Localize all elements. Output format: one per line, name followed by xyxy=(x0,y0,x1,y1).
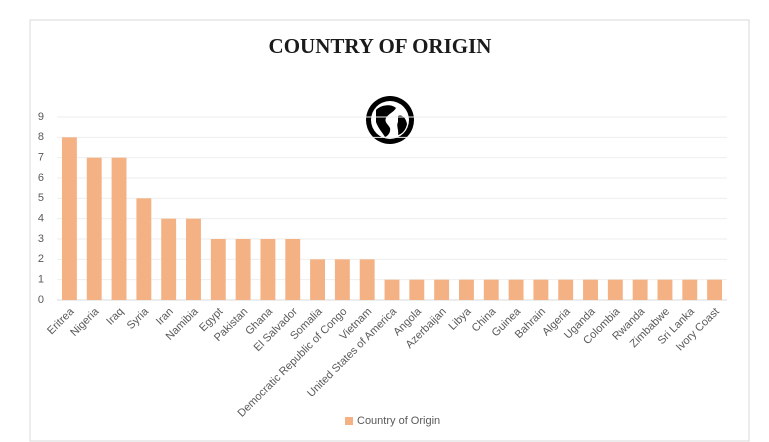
y-tick-label: 4 xyxy=(38,213,44,225)
bar xyxy=(583,279,598,300)
bar xyxy=(558,279,574,300)
y-tick-label: 0 xyxy=(38,294,44,306)
bar xyxy=(334,259,350,300)
bar xyxy=(86,157,102,300)
bar xyxy=(61,137,77,300)
bar xyxy=(483,279,499,300)
bar xyxy=(459,279,474,300)
bar xyxy=(657,279,673,300)
y-tick-label: 6 xyxy=(38,172,44,184)
bar xyxy=(186,218,201,300)
y-tick-label: 8 xyxy=(38,131,44,143)
bar xyxy=(260,239,276,300)
y-tick-label: 7 xyxy=(38,152,44,164)
bar xyxy=(285,239,301,300)
bar xyxy=(682,279,698,300)
legend-swatch xyxy=(345,417,353,425)
bar xyxy=(632,279,648,300)
bar xyxy=(607,279,623,300)
bar xyxy=(409,279,425,300)
bar xyxy=(161,218,177,300)
bar xyxy=(384,279,400,300)
bar xyxy=(359,259,375,300)
bar xyxy=(111,157,127,300)
y-tick-label: 2 xyxy=(38,253,44,265)
bar xyxy=(533,279,549,300)
bar xyxy=(707,279,723,300)
y-tick-label: 5 xyxy=(38,192,44,204)
globe-icon xyxy=(366,96,414,144)
y-tick-label: 1 xyxy=(38,274,44,286)
y-tick-label: 3 xyxy=(38,233,44,245)
bar xyxy=(434,279,450,300)
chart-title: COUNTRY OF ORIGIN xyxy=(269,34,492,58)
bar xyxy=(235,239,251,300)
bar xyxy=(310,259,325,300)
bar xyxy=(210,239,226,300)
legend-label: Country of Origin xyxy=(357,415,440,427)
bar xyxy=(508,279,524,300)
y-tick-label: 9 xyxy=(38,111,44,123)
bar xyxy=(136,198,152,300)
